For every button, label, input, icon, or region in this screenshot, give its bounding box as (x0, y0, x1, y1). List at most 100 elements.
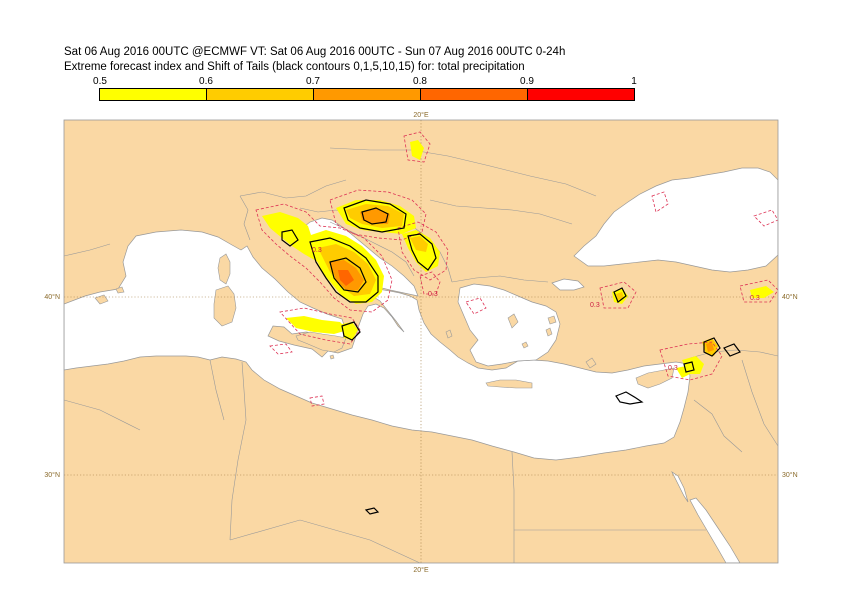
lat-label-30-left: 30°N (44, 471, 60, 479)
border-libya-tunisia (241, 361, 247, 421)
colorbar-tick: 0.9 (520, 76, 534, 87)
efi-contours (255, 131, 778, 407)
border-syria-iraq (741, 359, 778, 447)
efi-contour-croatia (329, 189, 427, 241)
map-frame (63, 119, 779, 564)
efi-area-lebanon (676, 366, 690, 378)
sot-contour-turkey-southeast-2 (723, 343, 741, 357)
efi-contour-black-sea-south (651, 191, 669, 213)
island-menorca (115, 286, 125, 294)
sot-contour-turkey-central (613, 287, 627, 303)
colorbar-segment-1 (100, 89, 207, 100)
efi-shading (262, 140, 774, 378)
islands (94, 253, 675, 389)
border-algeria-tunisia (209, 359, 225, 421)
graticule (64, 120, 778, 563)
sea-of-marmara (551, 278, 585, 291)
efi-contour-ionian (465, 297, 487, 315)
colorbar-tick: 0.8 (413, 76, 427, 87)
efi-contour-italy (255, 203, 393, 313)
border-libya-algeria (229, 419, 247, 541)
colorbar-tick: 0.5 (93, 76, 107, 87)
island-rhodes (585, 357, 597, 369)
island-corsica (217, 253, 231, 285)
contour-label: 0.3 (312, 247, 322, 254)
border-bulgaria-greece (451, 275, 549, 283)
lat-label-40-right: 40°N (782, 293, 798, 301)
title-line-1: Sat 06 Aug 2016 00UTC @ECMWF VT: Sat 06 … (64, 46, 566, 58)
border-poland (329, 147, 412, 151)
sot-contours (281, 199, 741, 515)
sot-contour-italy-west (281, 229, 299, 247)
contour-label: 0.3 (668, 365, 678, 372)
colorbar-tick: 0.7 (306, 76, 320, 87)
efi-area-turkey-east (750, 286, 774, 298)
sot-contour-turkey-southeast (703, 337, 721, 357)
border-balkans (329, 221, 415, 277)
efi-area-sicily-north (286, 316, 348, 334)
efi-contour-north-africa (309, 395, 325, 407)
sot-contour-syria-coast (683, 361, 695, 373)
colorbar-segment-2 (207, 89, 314, 100)
colorbar-tick: 0.6 (199, 76, 213, 87)
island-malta (329, 354, 335, 360)
efi-contour-montenegro (397, 221, 449, 281)
border-libya-niger (229, 519, 421, 563)
sot-contour-croatia-outer (343, 199, 407, 233)
border-turkey-syria (689, 349, 778, 359)
lon-label-top: 20°E (413, 111, 429, 119)
sot-contour-croatia-inner (361, 207, 389, 225)
colorbar-segment-3 (314, 89, 421, 100)
lat-label-30-right: 30°N (782, 471, 798, 479)
sot-contour-montenegro (407, 233, 437, 271)
gulf-of-suez (671, 470, 689, 503)
efi-contour-hungary (403, 131, 431, 163)
efi-area-calabria (342, 322, 358, 340)
efi-contour-georgia (753, 209, 778, 227)
efi-contour-levant (659, 341, 723, 381)
island-lesbos (547, 315, 557, 325)
border-ukraine (411, 149, 597, 197)
border-jordan (693, 399, 743, 453)
efi-contour-turkey-central (599, 281, 637, 309)
efi-contour-turkey-east (739, 279, 778, 303)
border-alps (239, 179, 347, 199)
sea-areas (64, 167, 778, 563)
sot-contour-italy-inner (329, 257, 367, 293)
border-algeria-morocco (64, 399, 141, 431)
sot-contour-calabria (341, 321, 361, 341)
sot-contour-cyprus-south (615, 391, 644, 405)
border-egypt-libya (511, 451, 515, 563)
red-sea (689, 497, 741, 563)
efi-area-turkey-central-core (616, 292, 624, 300)
island-crete (485, 379, 533, 389)
efi-contour-sicily (279, 307, 361, 345)
title-line-2: Extreme forecast index and Shift of Tail… (64, 61, 525, 73)
efi-area-croatia-max (360, 208, 390, 224)
efi-contour-central-med (269, 343, 293, 355)
mediterranean-sea-west (64, 229, 691, 461)
lat-label-40-left: 40°N (44, 293, 60, 301)
island-euboea (507, 313, 519, 329)
colorbar (99, 88, 635, 101)
island-sicily (295, 331, 347, 353)
sot-contour-libya (364, 507, 380, 515)
efi-area-italy-peak (338, 270, 354, 286)
efi-contour-greece (419, 271, 441, 295)
island-mallorca (94, 294, 109, 305)
colorbar-tick: 1 (631, 76, 637, 87)
contour-label: 0.3 (590, 302, 600, 309)
contour-label: 0.3 (750, 295, 760, 302)
island-chios (545, 327, 553, 337)
efi-area-turkey-southeast-core (706, 342, 714, 352)
sot-contour-italy-outer (309, 237, 379, 303)
colorbar-segment-4 (421, 89, 528, 100)
efi-area-montenegro-core (410, 236, 428, 252)
island-sardinia (213, 285, 237, 327)
lon-label-bottom: 20°E (413, 566, 429, 574)
contour-label: 0.3 (428, 291, 438, 298)
island-kefalonia (445, 329, 453, 339)
efi-area-hungary (410, 140, 424, 160)
black-sea (573, 167, 778, 273)
